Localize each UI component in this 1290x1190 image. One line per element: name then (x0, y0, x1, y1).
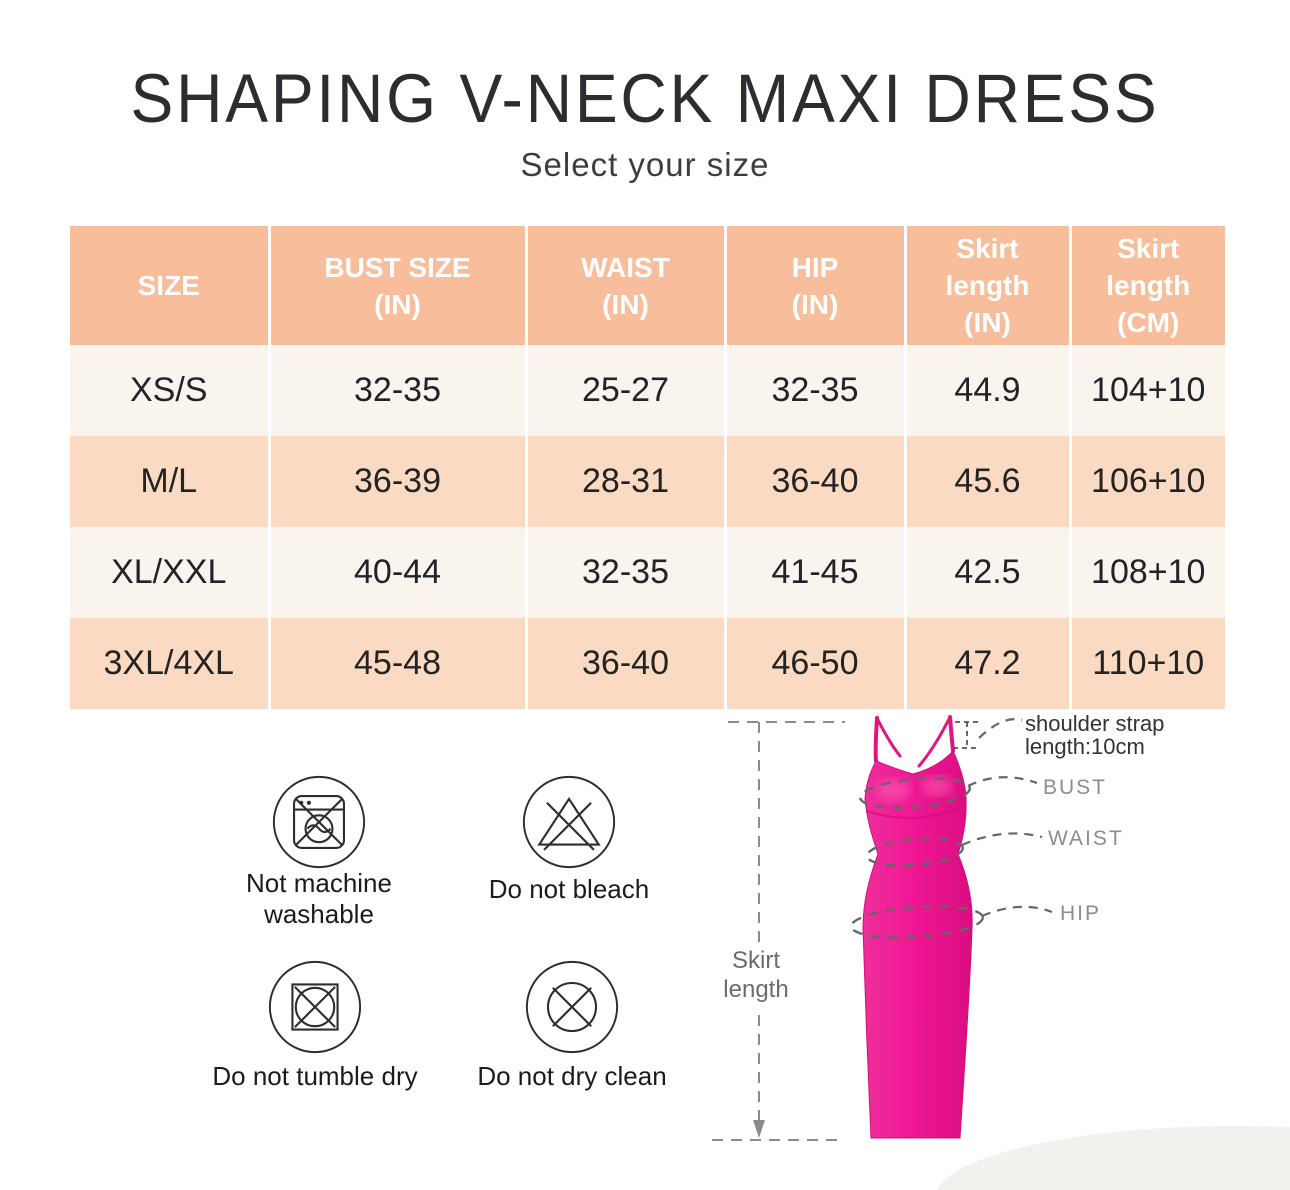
right-shoulder-strap (948, 715, 955, 753)
shoulder-note-line2: length:10cm (1025, 734, 1145, 759)
do-not-bleach-icon (522, 775, 616, 869)
dress-body (862, 750, 973, 1139)
do-not-dry-clean-icon (525, 960, 619, 1054)
cell-skirt-in: 44.9 (905, 345, 1072, 436)
no-machine-wash-icon (272, 775, 366, 869)
col-header-waist: WAIST (IN) (526, 226, 727, 345)
cell-bust: 36-39 (269, 436, 528, 527)
cell-waist: 32-35 (526, 527, 727, 618)
left-shoulder-strap-inner (875, 716, 902, 758)
care-label-do-not-dry-clean: Do not dry clean (477, 1061, 667, 1091)
dress-figure (862, 715, 973, 1139)
table-row: M/L 36-39 28-31 36-40 45.6 106+10 (70, 436, 1225, 527)
cell-waist: 28-31 (526, 436, 727, 527)
skirt-length-label-line1: Skirt (732, 947, 780, 974)
cell-hip: 32-35 (725, 345, 907, 436)
right-shoulder-strap-inner (917, 715, 952, 768)
skirt-length-arrowhead (753, 1120, 765, 1138)
measurement-overlays (712, 718, 1053, 1141)
bust-measure-ellipse (858, 777, 972, 809)
table-row: 3XL/4XL 45-48 36-40 46-50 47.2 110+10 (70, 618, 1225, 709)
page-subtitle: Select your size (520, 146, 770, 183)
skirt-length-label-line2: length (723, 976, 788, 1003)
waist-measure-ellipse (865, 837, 965, 867)
cell-bust: 45-48 (269, 618, 528, 709)
size-table-header-row: SIZE BUST SIZE (IN) WAIST (IN) HIP (IN) … (70, 226, 1225, 345)
cell-hip: 46-50 (725, 618, 907, 709)
skirt-length-measure (712, 721, 845, 1141)
left-shoulder-strap (873, 716, 879, 763)
cell-skirt-cm: 106+10 (1070, 436, 1225, 527)
hip-label: HIP (1060, 902, 1101, 925)
col-header-size: SIZE (70, 226, 271, 345)
dress-measurement-diagram: shoulder strap length:10cm BUST WAIST HI… (712, 711, 1290, 1190)
do-not-tumble-dry-icon (268, 960, 362, 1054)
cell-waist: 25-27 (526, 345, 727, 436)
cell-skirt-in: 47.2 (905, 618, 1072, 709)
col-header-skirt-in: Skirt length (IN) (905, 226, 1072, 345)
care-label-do-not-tumble-dry: Do not tumble dry (212, 1061, 418, 1091)
cell-skirt-cm: 110+10 (1070, 618, 1225, 709)
col-header-skirt-cm: Skirt length (CM) (1070, 226, 1225, 345)
floor-shadow (936, 1126, 1290, 1190)
cell-waist: 36-40 (526, 618, 727, 709)
cell-skirt-in: 42.5 (905, 527, 1072, 618)
table-row: XS/S 32-35 25-27 32-35 44.9 104+10 (70, 345, 1225, 436)
col-header-bust: BUST SIZE (IN) (269, 226, 528, 345)
care-label-not-machine-washable: Not machine washable (246, 868, 392, 929)
waist-label: WAIST (1048, 827, 1124, 850)
hip-connector-line (981, 905, 1053, 918)
bust-label: BUST (1043, 776, 1107, 799)
bust-connector-line (967, 776, 1038, 787)
waist-connector-line (961, 832, 1043, 847)
cell-size: 3XL/4XL (70, 618, 271, 709)
cell-size: XS/S (70, 345, 271, 436)
table-row: XL/XXL 40-44 32-35 41-45 42.5 108+10 (70, 527, 1225, 618)
cell-bust: 40-44 (269, 527, 528, 618)
underbust-seam (866, 805, 965, 819)
cell-skirt-cm: 104+10 (1070, 345, 1225, 436)
hip-measure-ellipse (849, 905, 985, 939)
cell-skirt-cm: 108+10 (1070, 527, 1225, 618)
page-title: SHAPING V-NECK MAXI DRESS (130, 60, 1160, 137)
strap-measure-bracket (953, 721, 980, 749)
care-label-do-not-bleach: Do not bleach (488, 874, 650, 904)
strap-connector-line (978, 718, 1023, 739)
cell-hip: 36-40 (725, 436, 907, 527)
cell-size: XL/XXL (70, 527, 271, 618)
cell-size: M/L (70, 436, 271, 527)
cell-skirt-in: 45.6 (905, 436, 1072, 527)
col-header-hip: HIP (IN) (725, 226, 907, 345)
shoulder-note-line1: shoulder strap (1025, 711, 1164, 736)
cell-hip: 41-45 (725, 527, 907, 618)
size-table: SIZE BUST SIZE (IN) WAIST (IN) HIP (IN) … (70, 226, 1225, 709)
cell-bust: 32-35 (269, 345, 528, 436)
